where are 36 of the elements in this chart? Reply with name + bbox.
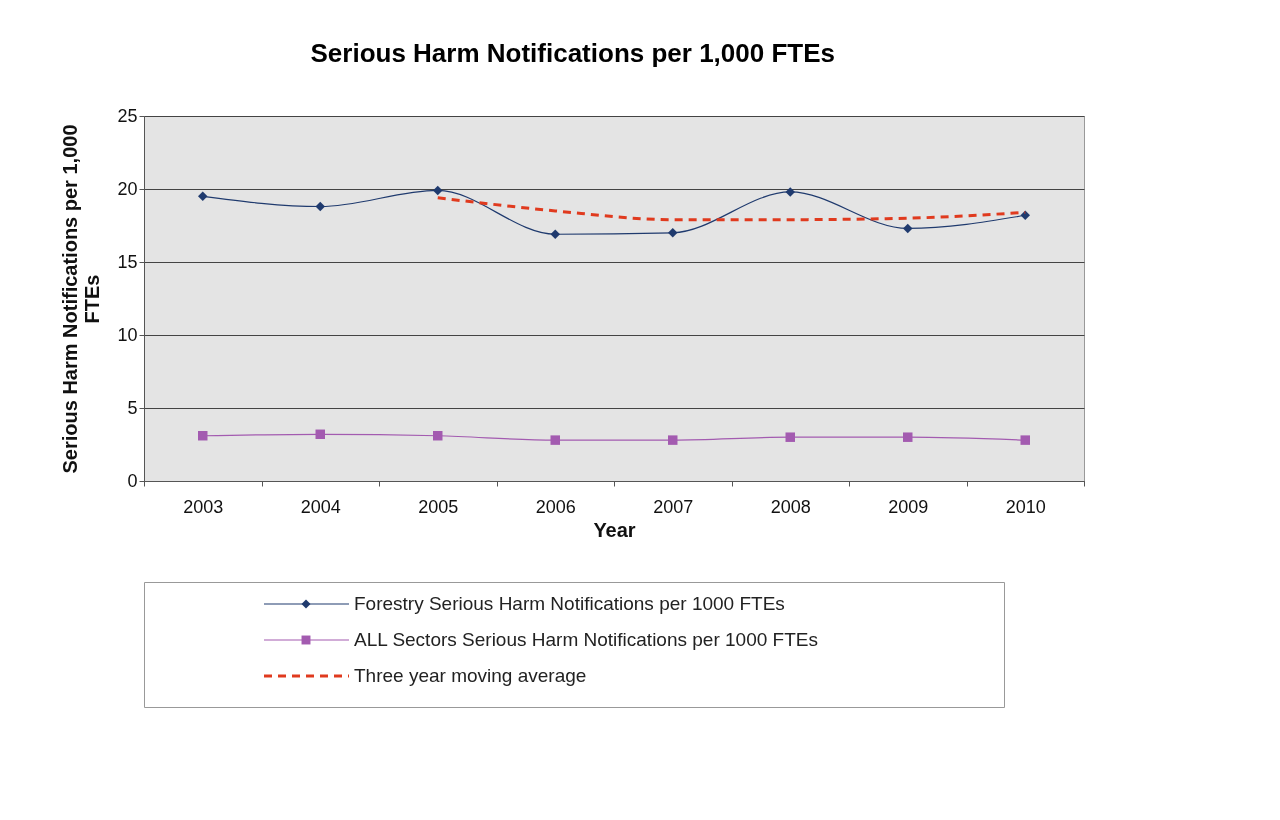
point [550,229,560,239]
point [433,185,443,196]
x-tick-label: 2007 [653,496,694,517]
point [785,187,795,197]
point [1020,435,1030,445]
point [315,429,325,440]
x-tick-label: 2006 [535,496,576,517]
x-tick-label: 2005 [418,496,459,517]
point [785,432,795,442]
y-tick-label: 15 [117,251,138,272]
y-tick-label: 20 [117,178,138,199]
point [668,435,678,445]
point [198,191,208,202]
point [198,431,208,441]
y-tick-label: 0 [127,470,138,491]
x-tick-label: 2008 [770,496,811,517]
x-tick-label: 2004 [300,496,341,517]
legend-label: ALL Sectors Serious Harm Notifications per 1000 FTEs [354,629,818,650]
x-tick-label: 2003 [183,496,224,517]
point [903,223,913,234]
x-axis-title: Year [593,518,636,541]
point [1020,210,1030,221]
y-tick-label: 5 [127,397,138,418]
legend-label: Forestry Serious Harm Notifications per 1000 FTEs [354,593,785,614]
point [550,435,560,445]
y-axis-title: Serious Harm Notifications per 1,000 FTEs [59,124,104,474]
point [315,201,325,212]
legend-label: Three year moving average [354,665,587,686]
point [668,228,678,238]
x-tick-label: 2010 [1005,496,1046,517]
point [433,431,443,441]
chart-title: Serious Harm Notifications per 1,000 FTEs [310,37,835,68]
x-tick-label: 2009 [888,496,929,517]
y-tick-label: 10 [117,324,138,345]
point [903,432,913,442]
y-tick-label: 25 [117,105,138,126]
